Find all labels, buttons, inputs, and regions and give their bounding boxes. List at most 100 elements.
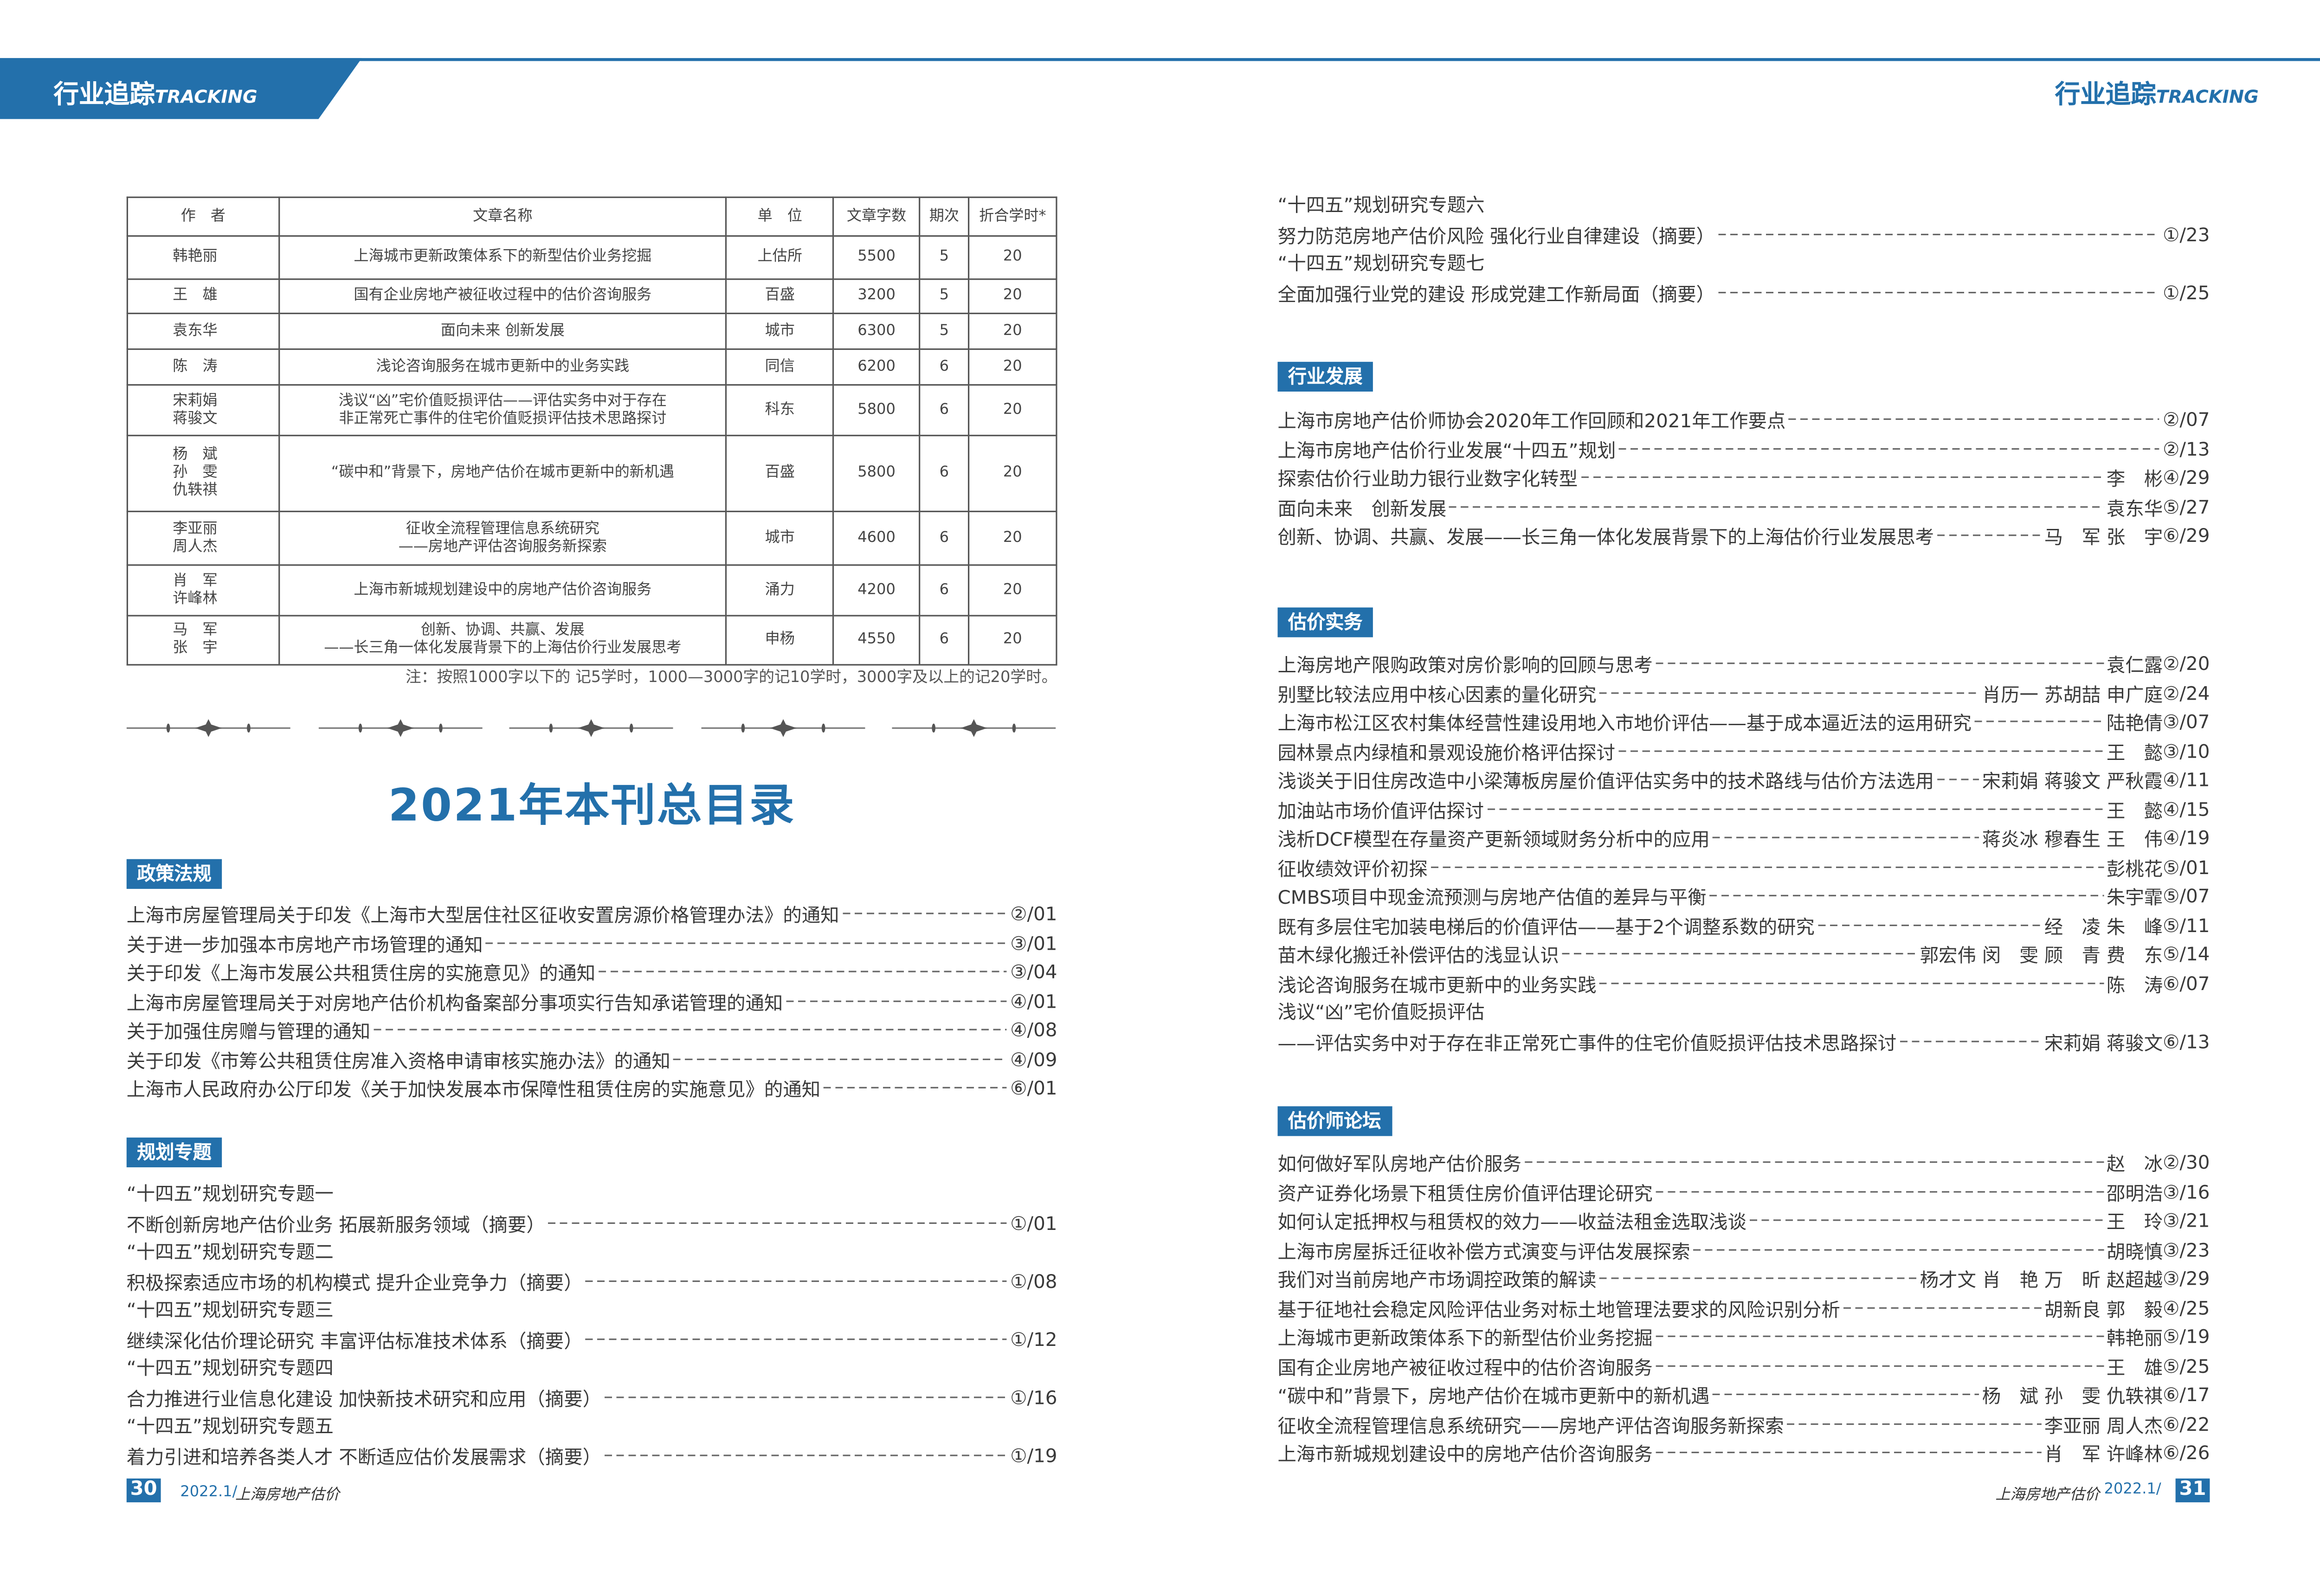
toc-entry[interactable]: 征收绩效评价初探 彭桃花 ⑤/01: [1277, 852, 2210, 882]
toc-entry[interactable]: 浅论咨询服务在城市更新中的业务实践 陈 涛 ⑥/07: [1277, 969, 2210, 998]
section-tag-industry: 行业发展: [1277, 361, 1373, 392]
toc-entry[interactable]: 合力推进行业信息化建设 加快新技术研究和应用（摘要） ①/16: [127, 1383, 1057, 1412]
toc-entry[interactable]: 上海城市更新政策体系下的新型估价业务挖掘 韩艳丽 ⑤/19: [1277, 1322, 2210, 1351]
toc-entry[interactable]: 着力引进和培养各类人才 不断适应估价发展需求（摘要） ①/19: [127, 1441, 1057, 1470]
title-line: 非正常死亡事件的住宅价值贬损评估技术思路探讨: [339, 410, 667, 427]
toc-entry[interactable]: 上海市房屋管理局关于印发《上海市大型居住社区征收安置房源价格管理办法》的通知 ②/…: [127, 899, 1057, 928]
toc-entry[interactable]: 园林景点内绿植和景观设施价格评估探讨 王 懿 ③/10: [1277, 736, 2210, 766]
toc-entry[interactable]: 关于印发《上海市发展公共租赁住房的实施意见》的通知 ③/04: [127, 958, 1057, 987]
toc-entry[interactable]: 上海市松江区农村集体经营性建设用地入市地价评估——基于成本逼近法的运用研究 陆艳倩…: [1277, 707, 2210, 736]
title-line: 征收全流程管理信息系统研究: [406, 520, 599, 537]
dot-leader: [1937, 779, 1979, 781]
entry-author: 朱宇霏: [2106, 886, 2163, 909]
toc-entry[interactable]: 浅析DCF模型在存量资产更新领域财务分析中的应用 蒋炎冰 穆春生 王 伟 ④/19: [1277, 824, 2210, 853]
title-cell: 上海城市更新政策体系下的新型估价业务挖掘: [278, 235, 728, 280]
entry-title: 合力推进行业信息化建设 加快新技术研究和应用（摘要）: [126, 1387, 602, 1410]
dot-leader: [598, 971, 1007, 973]
table-row: 韩艳丽 上海城市更新政策体系下的新型估价业务挖掘 上估所 5500 5 20: [126, 235, 1057, 280]
dot-leader: [842, 913, 1007, 915]
hours-cell: 20: [968, 564, 1057, 617]
table-row: 肖 军许峰林 上海市新城规划建设中的房地产估价咨询服务 涌力 4200 6 20: [126, 564, 1057, 617]
section-header-right: 行业追踪TRACKING: [2055, 73, 2259, 110]
toc-entry[interactable]: 不断创新房地产估价业务 拓展新服务领域（摘要） ①/01: [127, 1208, 1057, 1237]
toc-entry[interactable]: 创新、协调、共赢、发展——长三角一体化发展背景下的上海估价行业发展思考 马 军 张…: [1277, 521, 2210, 550]
toc-entry[interactable]: 征收全流程管理信息系统研究——房地产评估咨询服务新探索 李亚丽 周人杰 ⑥/22: [1277, 1409, 2210, 1439]
toc-entry[interactable]: 关于进一步加强本市房地产市场管理的通知 ③/01: [127, 928, 1057, 958]
toc-entry[interactable]: 上海市新城规划建设中的房地产估价咨询服务 肖 军 许峰林 ⑥/26: [1277, 1438, 2210, 1467]
hours-cell: 20: [968, 435, 1057, 512]
entry-title: 征收全流程管理信息系统研究——房地产评估咨询服务新探索: [1277, 1414, 1784, 1437]
entry-title: 探索估价行业助力银行业数字化转型: [1277, 468, 1578, 490]
title-cell: 浅议“凶”宅价值贬损评估——评估实务中对于存在 非正常死亡事件的住宅价值贬损评估技…: [278, 384, 728, 437]
ornament-divider: [126, 719, 290, 737]
table-row: 陈 涛 浅论咨询服务在城市更新中的业务实践 同信 6200 6 20: [126, 348, 1057, 386]
toc-entry[interactable]: 上海市房屋管理局关于对房地产估价机构备案部分事项实行告知承诺管理的通知 ④/01: [127, 986, 1057, 1016]
entry-title: 着力引进和培养各类人才 不断适应估价发展需求（摘要）: [126, 1445, 602, 1468]
issue-cell: 6: [919, 510, 970, 566]
entry-author: 王 玲: [2106, 1210, 2163, 1234]
toc-entry[interactable]: 上海市人民政府办公厅印发《关于加快发展本市保障性租赁住房的实施意见》的通知 ⑥/0…: [127, 1074, 1057, 1103]
table-row: 袁东华 面向未来 创新发展 城市 6300 5 20: [126, 312, 1057, 350]
toc-entry[interactable]: 别墅比较法应用中核心因素的量化研究 肖历一 苏胡喆 申广庭 ②/24: [1277, 678, 2210, 708]
credit-hours-table: 作 者文章名称单 位文章字数 期次 折合学时* 韩艳丽 上海城市更新政策体系下的新型估…: [126, 196, 1057, 666]
unit-cell: 同信: [725, 348, 834, 386]
toc-entry[interactable]: 浅谈关于旧住房改造中小梁薄板房屋价值评估实务中的技术路线与估价方法选用 宋莉娟 蒋…: [1277, 766, 2210, 795]
toc-entry[interactable]: 如何做好军队房地产估价服务 赵 冰 ②/30: [1277, 1148, 2210, 1177]
hours-cell: 20: [968, 384, 1057, 437]
dot-leader: [1693, 1248, 2104, 1250]
toc-entry[interactable]: 探索估价行业助力银行业数字化转型 李 彬 ④/29: [1277, 463, 2210, 492]
author-name: 宋莉娟: [173, 392, 218, 409]
entry-issue-page: ③/10: [2163, 740, 2210, 762]
ornament-divider: [318, 719, 482, 737]
toc-entry[interactable]: 关于印发《市筹公共租赁住房准入资格申请审核实施办法》的通知 ④/09: [127, 1044, 1057, 1074]
entry-issue-page: ③/23: [2163, 1238, 2210, 1261]
dot-leader: [1580, 476, 2104, 478]
toc-entry[interactable]: 积极探索适应市场的机构模式 提升企业竞争力（摘要） ①/08: [127, 1266, 1057, 1295]
toc-entry[interactable]: 我们对当前房地产市场调控政策的解读 杨才文 肖 艳 万 昕 赵超越 ③/29: [1277, 1264, 2210, 1294]
dot-leader: [673, 1058, 1007, 1060]
toc-entry[interactable]: 上海房地产限购政策对房价影响的回顾与思考 袁仁露 ②/20: [1277, 649, 2210, 678]
entry-issue-page: ⑤/14: [2163, 943, 2210, 965]
author-cell: 肖 军许峰林: [126, 564, 280, 617]
table-row: 杨 斌孙 雯仇轶祺 “碳中和”背景下，房地产估价在城市更新中的新机遇 百盛 5800 6…: [126, 435, 1057, 512]
title-cell: 上海市新城规划建设中的房地产估价咨询服务: [278, 564, 728, 617]
toc-entry[interactable]: 上海市房屋拆迁征收补偿方式演变与评估发展探索 胡晓慎 ③/23: [1277, 1235, 2210, 1264]
toc-entry[interactable]: 上海市房地产估价行业发展“十四五”规划 ②/13: [1277, 434, 2210, 463]
entry-issue-page: ②/24: [2163, 682, 2210, 704]
toc-entry[interactable]: 既有多层住宅加装电梯后的价值评估——基于2个调整系数的研究 经 凌 朱 峰 ⑤/11: [1277, 910, 2210, 940]
toc-entry[interactable]: CMBS项目中现金流预测与房地产估值的差异与平衡 朱宇霏 ⑤/07: [1277, 882, 2210, 911]
toc-entry[interactable]: 国有企业房地产被征收过程中的估价咨询服务 王 雄 ⑤/25: [1277, 1351, 2210, 1380]
entry-issue-page: ①/25: [2163, 281, 2210, 303]
toc-entry[interactable]: 继续深化估价理论研究 丰富评估标准技术体系（摘要） ①/12: [127, 1325, 1057, 1354]
entry-title: 关于印发《市筹公共租赁住房准入资格申请审核实施办法》的通知: [126, 1049, 670, 1072]
toc-entry[interactable]: 资产证券化场景下租赁住房价值评估理论研究 邵明浩 ③/16: [1277, 1177, 2210, 1206]
toc-entry[interactable]: 上海市房地产估价师协会2020年工作回顾和2021年工作要点 ②/07: [1277, 405, 2210, 434]
toc-entry[interactable]: 加油站市场价值评估探讨 王 懿 ④/15: [1277, 794, 2210, 824]
toc-entry[interactable]: 基于征地社会稳定风险评估业务对标土地管理法要求的风险识别分析 胡新良 郭 毅 ④/2…: [1277, 1293, 2210, 1322]
toc-entry[interactable]: ——评估实务中对于存在非正常死亡事件的住宅价值贬损评估技术思路探讨 宋莉娟 蒋骏文…: [1277, 1027, 2210, 1056]
entry-issue-page: ③/21: [2163, 1209, 2210, 1232]
toc-entry[interactable]: 苗木绿化搬迁补偿评估的浅显认识 郭宏伟 闵 雯 顾 青 费 东 ⑤/14: [1277, 940, 2210, 969]
entry-title: 面向未来 创新发展: [1277, 497, 1447, 520]
dot-leader: [1712, 1394, 1979, 1396]
title-cell: 创新、协调、共赢、发展 ——长三角一体化发展背景下的上海估价行业发展思考: [278, 615, 728, 666]
toc-entry[interactable]: “碳中和”背景下，房地产估价在城市更新中的新机遇 杨 斌 孙 雯 仇轶祺 ⑥/17: [1277, 1380, 2210, 1409]
toc-entry[interactable]: 如何认定抵押权与租赁权的效力——收益法租金选取浅谈 王 玲 ③/21: [1277, 1206, 2210, 1235]
toc-entry[interactable]: 面向未来 创新发展 袁东华 ⑤/27: [1277, 492, 2210, 521]
hours-cell: 20: [968, 615, 1057, 666]
table-row: 马 军张 宇创新、协调、共赢、发展 ——长三角一体化发展背景下的上海估价行业发展思…: [126, 615, 1057, 666]
toc-entry[interactable]: 关于加强住房赠与管理的通知 ④/08: [127, 1016, 1057, 1045]
author-name: 陈 涛: [173, 358, 218, 375]
author-name: 李亚丽: [173, 520, 218, 537]
page-number-right: 31: [2175, 1478, 2210, 1503]
issue-cell: 6: [919, 564, 970, 617]
hours-cell: 20: [968, 235, 1057, 280]
entry-author: 王 懿: [2106, 799, 2163, 822]
toc-entry[interactable]: 努力防范房地产估价风险 强化行业自律建设（摘要） ①/23: [1277, 219, 2210, 249]
chars-cell: 4200: [832, 564, 921, 617]
toc-entry[interactable]: 全面加强行业党的建设 形成党建工作新局面（摘要） ①/25: [1277, 278, 2210, 307]
entry-title: 全面加强行业党的建设 形成党建工作新局面（摘要）: [1277, 282, 1715, 305]
issue-cell: 5: [919, 278, 970, 315]
issue-cell: 6: [919, 384, 970, 437]
title-line: 面向未来 创新发展: [440, 322, 565, 339]
